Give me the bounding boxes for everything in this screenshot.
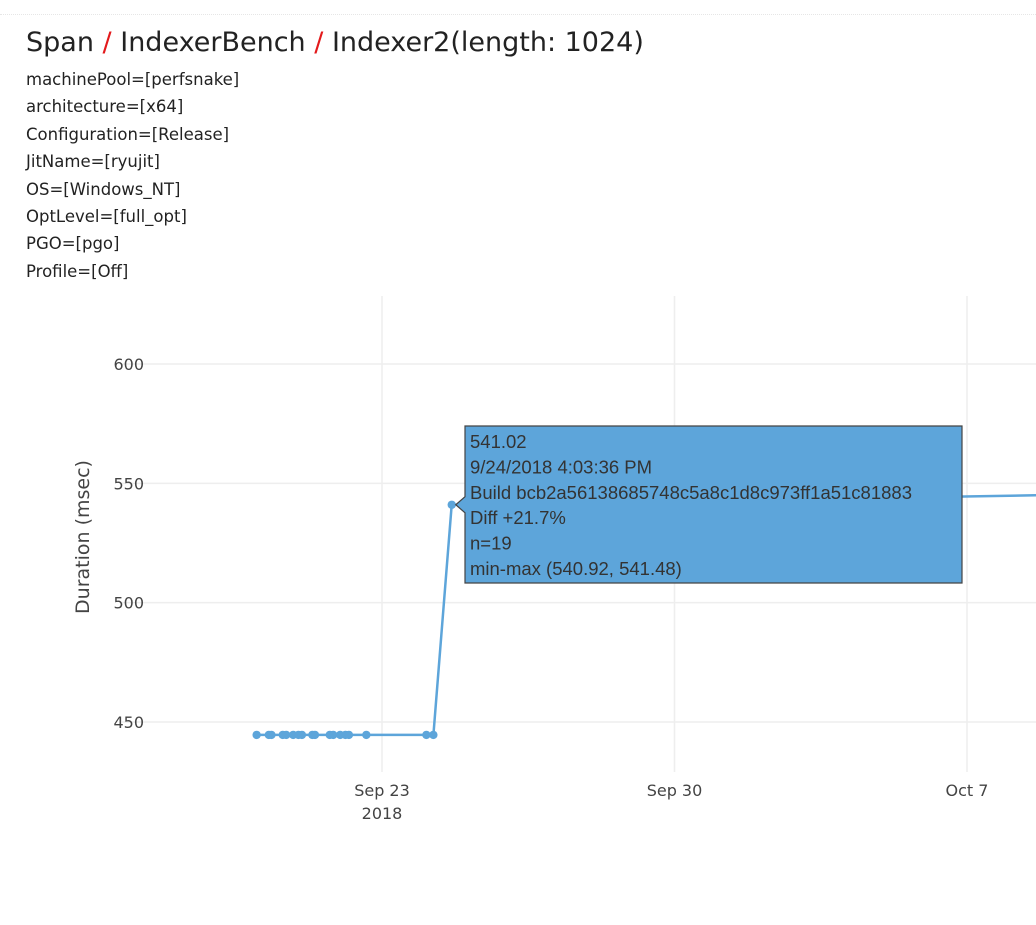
metadata-list: machinePool=[perfsnake] architecture=[x6… xyxy=(26,66,239,285)
data-point xyxy=(362,730,371,740)
breadcrumb-item-span[interactable]: Span xyxy=(26,27,94,58)
breadcrumb: Span / IndexerBench / Indexer2(length: 1… xyxy=(26,26,644,60)
data-point xyxy=(344,730,354,740)
y-tick-label: 550 xyxy=(113,474,144,493)
series-points xyxy=(252,500,456,740)
breadcrumb-separator: / xyxy=(314,27,324,58)
meta-architecture: architecture=[x64] xyxy=(26,97,184,117)
y-axis-label: Duration (msec) xyxy=(72,460,94,614)
data-point xyxy=(267,730,276,740)
tooltip-line: 541.02 xyxy=(470,431,527,452)
meta-os: OS=[Windows_NT] xyxy=(26,179,181,199)
data-point xyxy=(282,730,291,740)
data-point xyxy=(310,730,320,740)
y-tick-label: 600 xyxy=(113,355,144,374)
x-tick-label: Oct 7 xyxy=(946,781,989,800)
meta-profile: Profile=[Off] xyxy=(26,261,129,281)
data-point xyxy=(422,730,431,740)
x-tick-label: Sep 30 xyxy=(647,781,703,800)
y-axis-ticks: 450 500 550 600 xyxy=(113,355,144,732)
tooltip-line: Diff +21.7% xyxy=(470,507,566,528)
data-point xyxy=(329,730,338,740)
hover-tooltip: 541.02 9/24/2018 4:03:36 PM Build bcb2a561… xyxy=(454,425,963,584)
meta-machine-pool: machinePool=[perfsnake] xyxy=(26,70,240,89)
y-tick-label: 500 xyxy=(113,594,144,613)
x-tick-sublabel: 2018 xyxy=(362,804,403,823)
breadcrumb-item-test: Indexer2(length: 1024) xyxy=(331,27,644,58)
data-point xyxy=(429,730,438,740)
meta-pgo: PGO=[pgo] xyxy=(26,234,120,254)
top-divider xyxy=(0,14,1036,15)
x-tick-label: Sep 23 xyxy=(354,781,410,800)
tooltip-line: Build bcb2a56138685748c5a8c1d8c973ff1a51… xyxy=(470,482,912,503)
data-point xyxy=(252,730,261,740)
data-point xyxy=(297,730,307,740)
breadcrumb-separator: / xyxy=(102,27,112,58)
meta-jit-name: JitName=[ryujit] xyxy=(26,152,160,172)
data-point xyxy=(447,500,456,509)
breadcrumb-item-benchmark[interactable]: IndexerBench xyxy=(120,27,306,58)
tooltip-line: 9/24/2018 4:03:36 PM xyxy=(470,456,652,477)
y-tick-label: 450 xyxy=(113,713,144,732)
x-axis-ticks: Sep 23 2018 Sep 30 Oct 7 xyxy=(354,781,988,823)
tooltip-line: n=19 xyxy=(470,533,512,554)
tooltip-box xyxy=(454,425,963,584)
tooltip-line: min-max (540.92, 541.48) xyxy=(470,558,682,579)
meta-configuration: Configuration=[Release] xyxy=(26,124,230,144)
meta-opt-level: OptLevel=[full_opt] xyxy=(26,207,187,227)
